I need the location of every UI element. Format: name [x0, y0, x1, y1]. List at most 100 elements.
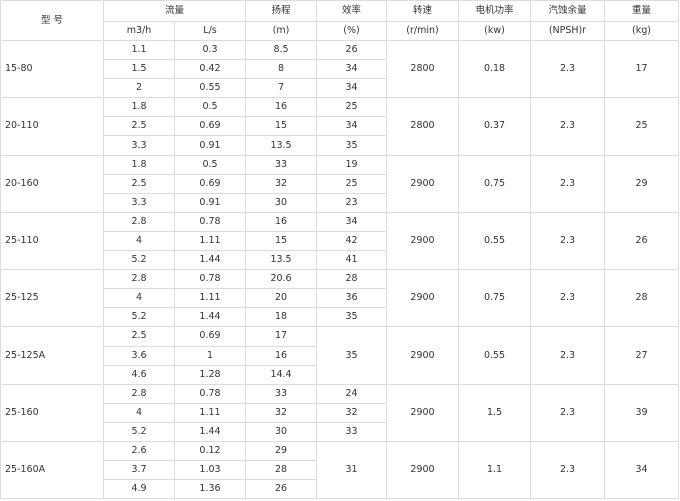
value-cell: 20.6 — [245, 269, 318, 290]
speed-cell: 2900 — [386, 440, 460, 500]
table-row: m3/h L/s (m) (%) (r/min) (kw) (NPSH)r (kg) — [1, 21, 680, 41]
npsh-cell: 2.3 — [530, 440, 606, 500]
model-cell: 20-110 — [0, 97, 104, 156]
speed-cell: 2800 — [386, 39, 460, 99]
value-cell: 5.2 — [103, 307, 175, 328]
value-cell: 1.11 — [173, 402, 247, 423]
value-cell: 33 — [316, 421, 388, 442]
value-cell: 4 — [103, 230, 175, 252]
value-cell: 32 — [245, 402, 318, 423]
weight-cell: 27 — [604, 326, 680, 385]
header-cell: 汽蚀余量 — [530, 0, 606, 22]
value-cell: 5.2 — [103, 421, 175, 442]
value-cell: 32 — [316, 402, 388, 423]
value-cell: 16 — [245, 345, 318, 366]
value-cell: 2.5 — [103, 173, 175, 194]
header-unit-cell: (kw) — [458, 21, 532, 41]
speed-cell: 2900 — [386, 269, 460, 328]
value-cell: 0.42 — [173, 59, 247, 80]
value-cell: 0.55 — [173, 78, 247, 99]
power-cell: 0.18 — [458, 39, 532, 99]
table-row: 25-110 2.8 0.78 16 34 2900 0.55 2.3 26 — [0, 211, 680, 271]
weight-cell: 25 — [604, 97, 680, 156]
value-cell: 41 — [316, 250, 388, 271]
header-cell: 重量 — [604, 0, 680, 22]
value-cell: 1.5 — [103, 59, 175, 80]
weight-cell: 26 — [604, 211, 680, 271]
table-row: 25-125 2.8 0.78 20.6 28 2900 0.75 2.3 28 — [0, 269, 680, 328]
table-row: 3.3 0.91 13.5 35 — [1, 135, 679, 156]
value-cell: 32 — [245, 173, 318, 194]
table-row: 2.5 0.69 32 25 — [1, 173, 679, 194]
table-row: 4 1.11 15 42 — [1, 230, 679, 252]
speed-cell: 2900 — [386, 326, 460, 385]
value-cell: 18 — [245, 307, 318, 328]
table-row: 2.5 0.69 15 34 — [1, 116, 679, 137]
value-cell: 26 — [316, 39, 388, 61]
value-cell: 29 — [245, 440, 318, 462]
table-row: 5.2 1.44 18 35 — [1, 307, 679, 328]
header-unit-cell: m3/h — [103, 21, 175, 41]
value-cell: 1.44 — [173, 307, 247, 328]
value-cell: 3.7 — [103, 460, 175, 481]
value-cell: 2.8 — [103, 383, 175, 404]
table-row: 20-160 1.8 0.5 33 19 2900 0.75 2.3 29 — [0, 154, 680, 213]
value-cell: 4.9 — [103, 479, 175, 500]
value-cell: 2 — [103, 78, 175, 99]
npsh-cell: 2.3 — [530, 269, 606, 328]
value-cell: 3.3 — [103, 135, 175, 156]
header-cell: 电机功率 — [458, 0, 532, 22]
value-cell: 24 — [316, 383, 388, 404]
value-cell: 1.11 — [173, 288, 247, 309]
value-cell: 26 — [245, 479, 318, 500]
header-cell: 扬程 — [245, 0, 318, 22]
table-row: 3.6 1 16 — [1, 345, 679, 366]
value-cell: 13.5 — [245, 135, 318, 156]
value-cell: 19 — [316, 154, 388, 175]
value-cell: 1.11 — [173, 230, 247, 252]
power-cell: 0.75 — [458, 154, 532, 213]
header-unit-cell: (kg) — [604, 21, 680, 41]
value-cell: 30 — [245, 192, 318, 213]
model-cell: 25-110 — [0, 211, 104, 271]
value-cell: 0.69 — [173, 326, 247, 347]
header-unit-cell: (r/min) — [386, 21, 460, 41]
value-cell: 0.78 — [173, 211, 247, 232]
weight-cell: 34 — [604, 440, 680, 500]
value-cell: 1.44 — [173, 250, 247, 271]
model-cell: 25-160 — [0, 383, 104, 442]
value-cell: 3.6 — [103, 345, 175, 366]
power-cell: 0.37 — [458, 97, 532, 156]
header-cell: 转速 — [386, 0, 460, 22]
npsh-cell: 2.3 — [530, 97, 606, 156]
npsh-cell: 2.3 — [530, 39, 606, 99]
value-cell: 0.5 — [173, 154, 247, 175]
value-cell: 1.8 — [103, 97, 175, 118]
header-cell: 效率 — [316, 0, 388, 22]
value-cell: 36 — [316, 288, 388, 309]
weight-cell: 17 — [604, 39, 680, 99]
power-cell: 1.1 — [458, 440, 532, 500]
power-cell: 0.55 — [458, 211, 532, 271]
value-cell: 3.3 — [103, 192, 175, 213]
value-cell: 30 — [245, 421, 318, 442]
value-cell: 0.69 — [173, 173, 247, 194]
value-cell: 1.1 — [103, 39, 175, 61]
header-unit-cell: (m) — [245, 21, 318, 41]
value-cell: 1.36 — [173, 479, 247, 500]
power-cell: 0.75 — [458, 269, 532, 328]
weight-cell: 39 — [604, 383, 680, 442]
header-unit-cell: L/s — [173, 21, 247, 41]
header-unit-cell: (NPSH)r — [530, 21, 606, 41]
model-cell: 25-160A — [0, 440, 104, 500]
speed-cell: 2900 — [386, 154, 460, 213]
speed-cell: 2800 — [386, 97, 460, 156]
table-row: 15-80 1.1 0.3 8.5 26 2800 0.18 2.3 17 — [0, 39, 680, 99]
value-cell: 33 — [245, 154, 318, 175]
table-row: 25-125A 2.5 0.69 17 35 2900 0.55 2.3 27 — [0, 326, 680, 385]
value-cell: 0.3 — [173, 39, 247, 61]
efficiency-cell: 35 — [316, 326, 388, 385]
